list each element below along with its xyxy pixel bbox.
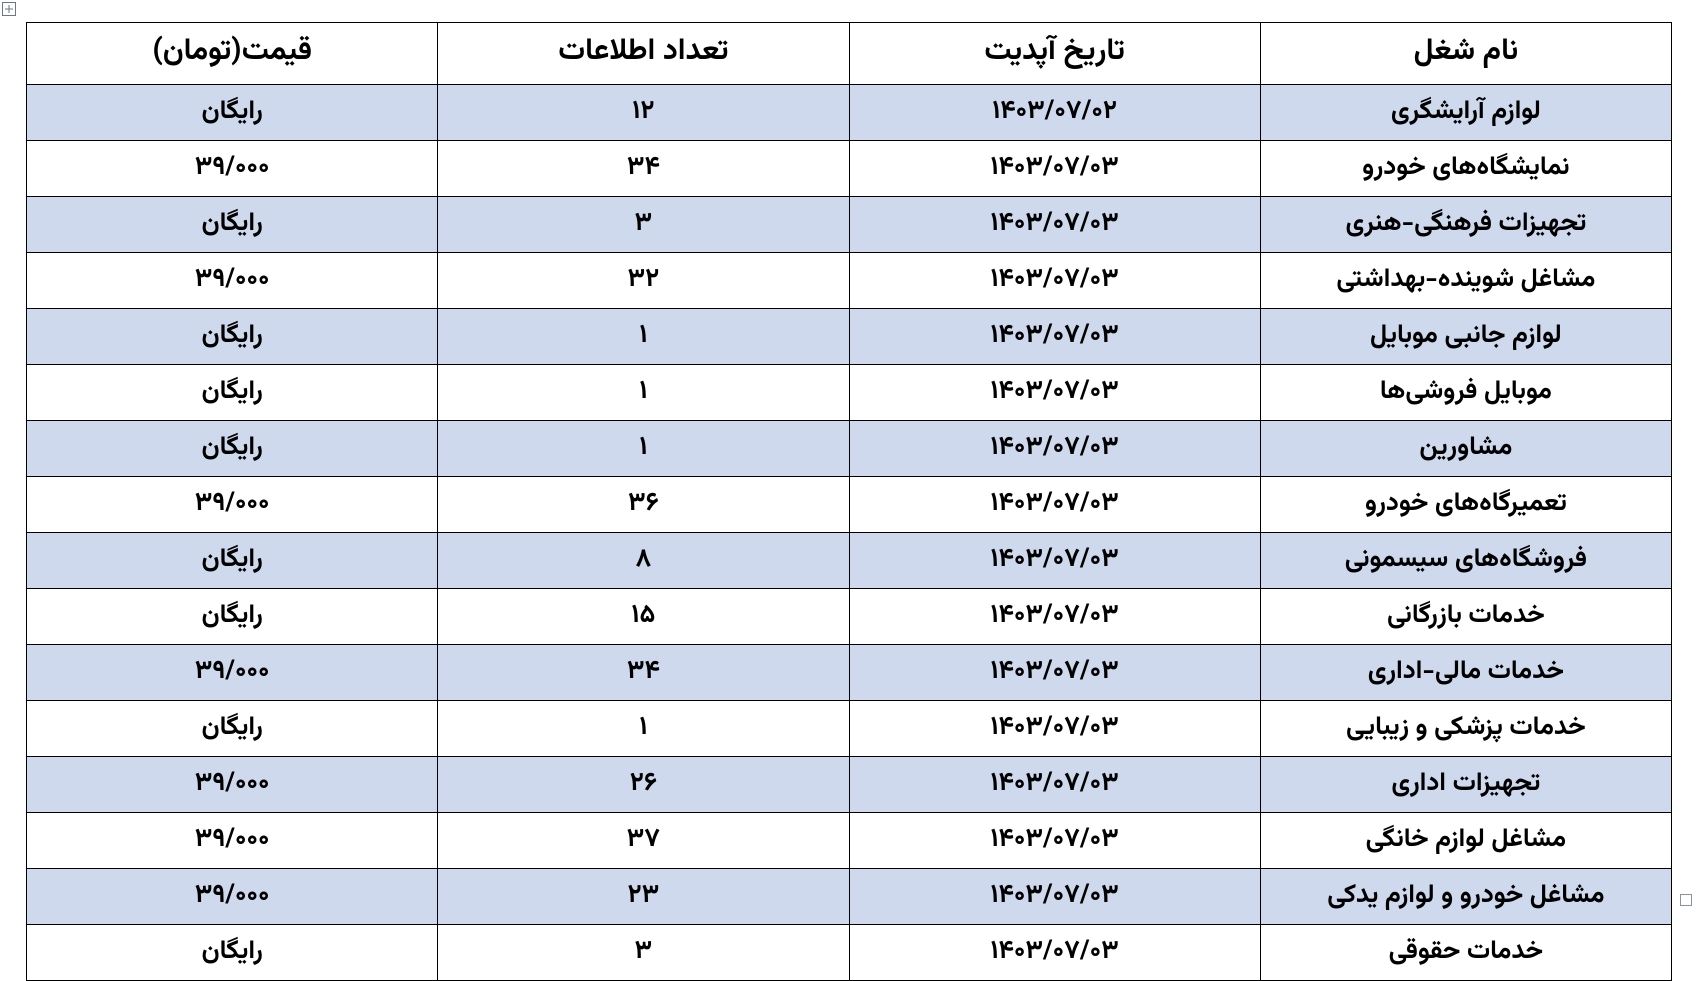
cell-count: ۱ xyxy=(438,421,849,477)
cell-price: رایگان xyxy=(27,365,438,421)
cell-count: ۱ xyxy=(438,365,849,421)
table-row: فروشگاه‌های سیسمونی ۱۴۰۳/۰۷/۰۳ ۸ رایگان xyxy=(27,533,1672,589)
cell-job: تجهیزات اداری xyxy=(1260,757,1671,813)
cell-price: ۳۹/۰۰۰ xyxy=(27,645,438,701)
cell-count: ۱۲ xyxy=(438,85,849,141)
cell-count: ۳ xyxy=(438,925,849,981)
cell-price: رایگان xyxy=(27,85,438,141)
cell-date: ۱۴۰۳/۰۷/۰۳ xyxy=(849,869,1260,925)
table-row: تجهیزات فرهنگی-هنری ۱۴۰۳/۰۷/۰۳ ۳ رایگان xyxy=(27,197,1672,253)
col-header-count: تعداد اطلاعات xyxy=(438,23,849,85)
cell-price: رایگان xyxy=(27,701,438,757)
cell-count: ۳۲ xyxy=(438,253,849,309)
cell-price: ۳۹/۰۰۰ xyxy=(27,757,438,813)
cell-date: ۱۴۰۳/۰۷/۰۳ xyxy=(849,309,1260,365)
cell-date: ۱۴۰۳/۰۷/۰۳ xyxy=(849,757,1260,813)
cell-date: ۱۴۰۳/۰۷/۰۳ xyxy=(849,589,1260,645)
cell-job: خدمات بازرگانی xyxy=(1260,589,1671,645)
cell-date: ۱۴۰۳/۰۷/۰۳ xyxy=(849,533,1260,589)
table-row: موبایل فروشی‌ها ۱۴۰۳/۰۷/۰۳ ۱ رایگان xyxy=(27,365,1672,421)
table-resize-handle-icon[interactable] xyxy=(1680,894,1692,906)
table-row: نمایشگاه‌های خودرو ۱۴۰۳/۰۷/۰۳ ۳۴ ۳۹/۰۰۰ xyxy=(27,141,1672,197)
cell-price: رایگان xyxy=(27,309,438,365)
cell-date: ۱۴۰۳/۰۷/۰۳ xyxy=(849,477,1260,533)
cell-job: لوازم آرایشگری xyxy=(1260,85,1671,141)
cell-date: ۱۴۰۳/۰۷/۰۳ xyxy=(849,197,1260,253)
cell-count: ۳۶ xyxy=(438,477,849,533)
cell-job: خدمات پزشکی و زیبایی xyxy=(1260,701,1671,757)
cell-date: ۱۴۰۳/۰۷/۰۳ xyxy=(849,365,1260,421)
cell-date: ۱۴۰۳/۰۷/۰۳ xyxy=(849,813,1260,869)
table-row: لوازم آرایشگری ۱۴۰۳/۰۷/۰۲ ۱۲ رایگان xyxy=(27,85,1672,141)
cell-job: خدمات حقوقی xyxy=(1260,925,1671,981)
cell-job: مشاغل خودرو و لوازم یدکی xyxy=(1260,869,1671,925)
col-header-price: قیمت(تومان) xyxy=(27,23,438,85)
col-header-job: نام شغل xyxy=(1260,23,1671,85)
cell-date: ۱۴۰۳/۰۷/۰۳ xyxy=(849,421,1260,477)
table-row: خدمات بازرگانی ۱۴۰۳/۰۷/۰۳ ۱۵ رایگان xyxy=(27,589,1672,645)
document-page: نام شغل تاریخ آپدیت تعداد اطلاعات قیمت(ت… xyxy=(0,0,1698,912)
cell-job: فروشگاه‌های سیسمونی xyxy=(1260,533,1671,589)
table-header-row: نام شغل تاریخ آپدیت تعداد اطلاعات قیمت(ت… xyxy=(27,23,1672,85)
cell-count: ۲۳ xyxy=(438,869,849,925)
cell-date: ۱۴۰۳/۰۷/۰۳ xyxy=(849,701,1260,757)
table-row: مشاغل خودرو و لوازم یدکی ۱۴۰۳/۰۷/۰۳ ۲۳ ۳… xyxy=(27,869,1672,925)
cell-count: ۳۴ xyxy=(438,141,849,197)
cell-count: ۲۶ xyxy=(438,757,849,813)
jobs-table: نام شغل تاریخ آپدیت تعداد اطلاعات قیمت(ت… xyxy=(26,22,1672,981)
cell-job: تعمیرگاه‌های خودرو xyxy=(1260,477,1671,533)
table-move-handle-icon[interactable] xyxy=(2,2,16,16)
cell-count: ۳۷ xyxy=(438,813,849,869)
cell-date: ۱۴۰۳/۰۷/۰۳ xyxy=(849,645,1260,701)
cell-price: رایگان xyxy=(27,533,438,589)
cell-job: مشاغل لوازم خانگی xyxy=(1260,813,1671,869)
cell-count: ۱ xyxy=(438,701,849,757)
cell-count: ۸ xyxy=(438,533,849,589)
cell-date: ۱۴۰۳/۰۷/۰۳ xyxy=(849,141,1260,197)
cell-job: مشاغل شوینده-بهداشتی xyxy=(1260,253,1671,309)
cell-price: ۳۹/۰۰۰ xyxy=(27,141,438,197)
col-header-date: تاریخ آپدیت xyxy=(849,23,1260,85)
cell-price: رایگان xyxy=(27,589,438,645)
cell-job: خدمات مالی-اداری xyxy=(1260,645,1671,701)
cell-date: ۱۴۰۳/۰۷/۰۲ xyxy=(849,85,1260,141)
table-row: خدمات مالی-اداری ۱۴۰۳/۰۷/۰۳ ۳۴ ۳۹/۰۰۰ xyxy=(27,645,1672,701)
cell-job: تجهیزات فرهنگی-هنری xyxy=(1260,197,1671,253)
cell-price: رایگان xyxy=(27,925,438,981)
table-row: تجهیزات اداری ۱۴۰۳/۰۷/۰۳ ۲۶ ۳۹/۰۰۰ xyxy=(27,757,1672,813)
cell-price: ۳۹/۰۰۰ xyxy=(27,813,438,869)
cell-date: ۱۴۰۳/۰۷/۰۳ xyxy=(849,253,1260,309)
table-row: لوازم جانبی موبایل ۱۴۰۳/۰۷/۰۳ ۱ رایگان xyxy=(27,309,1672,365)
cell-date: ۱۴۰۳/۰۷/۰۳ xyxy=(849,925,1260,981)
cell-count: ۳ xyxy=(438,197,849,253)
table-row: خدمات پزشکی و زیبایی ۱۴۰۳/۰۷/۰۳ ۱ رایگان xyxy=(27,701,1672,757)
cell-job: لوازم جانبی موبایل xyxy=(1260,309,1671,365)
cell-price: رایگان xyxy=(27,197,438,253)
cell-price: ۳۹/۰۰۰ xyxy=(27,477,438,533)
cell-price: ۳۹/۰۰۰ xyxy=(27,869,438,925)
cell-job: مشاورین xyxy=(1260,421,1671,477)
table-row: مشاورین ۱۴۰۳/۰۷/۰۳ ۱ رایگان xyxy=(27,421,1672,477)
table-row: مشاغل لوازم خانگی ۱۴۰۳/۰۷/۰۳ ۳۷ ۳۹/۰۰۰ xyxy=(27,813,1672,869)
table-row: مشاغل شوینده-بهداشتی ۱۴۰۳/۰۷/۰۳ ۳۲ ۳۹/۰۰… xyxy=(27,253,1672,309)
table-row: خدمات حقوقی ۱۴۰۳/۰۷/۰۳ ۳ رایگان xyxy=(27,925,1672,981)
cell-count: ۳۴ xyxy=(438,645,849,701)
cell-count: ۱ xyxy=(438,309,849,365)
cell-job: موبایل فروشی‌ها xyxy=(1260,365,1671,421)
table-row: تعمیرگاه‌های خودرو ۱۴۰۳/۰۷/۰۳ ۳۶ ۳۹/۰۰۰ xyxy=(27,477,1672,533)
cell-count: ۱۵ xyxy=(438,589,849,645)
cell-job: نمایشگاه‌های خودرو xyxy=(1260,141,1671,197)
cell-price: رایگان xyxy=(27,421,438,477)
cell-price: ۳۹/۰۰۰ xyxy=(27,253,438,309)
